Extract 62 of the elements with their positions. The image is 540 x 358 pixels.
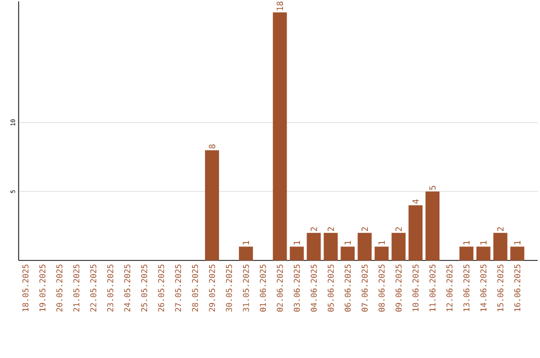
x-tick-label: 10.06.2025 <box>412 264 419 312</box>
data-label: 2 <box>497 227 504 231</box>
bar <box>205 150 220 260</box>
bar <box>272 12 287 260</box>
x-tick-label: 16.06.2025 <box>514 264 520 312</box>
x-tick-label: 28.05.2025 <box>192 264 198 312</box>
data-label: 5 <box>429 186 436 190</box>
x-tick-label: 19.05.2025 <box>39 264 46 312</box>
bar <box>340 246 355 260</box>
bar <box>493 232 508 260</box>
bar <box>306 232 321 260</box>
x-tick-label: 12.06.2025 <box>446 264 452 312</box>
data-label: 1 <box>344 240 351 244</box>
x-tick-label: 11.06.2025 <box>429 264 436 312</box>
bar <box>476 246 490 260</box>
x-tick-label: 25.05.2025 <box>141 264 148 312</box>
x-tick-label: 30.05.2025 <box>226 264 232 312</box>
x-tick-label: 26.05.2025 <box>158 264 164 312</box>
x-tick-label: 29.05.2025 <box>208 264 216 312</box>
bar <box>324 232 338 260</box>
data-label: 2 <box>310 227 317 231</box>
bar <box>358 232 372 260</box>
x-tick-label: 07.06.2025 <box>362 264 368 312</box>
x-tick-label: 23.05.2025 <box>107 264 114 312</box>
data-label: 1 <box>463 240 470 244</box>
x-tick-label: 20.05.2025 <box>56 264 62 312</box>
data-label: 1 <box>294 240 300 244</box>
bar <box>459 246 474 260</box>
x-tick-label: 06.06.2025 <box>344 264 351 312</box>
x-tick-label: 05.06.2025 <box>328 264 334 312</box>
bar <box>426 191 440 260</box>
data-label: 2 <box>362 227 368 231</box>
x-tick-label: 08.06.2025 <box>378 264 385 312</box>
x-tick-label: 03.06.2025 <box>294 264 300 312</box>
x-tick-label: 02.06.2025 <box>276 264 283 312</box>
bar <box>408 205 423 260</box>
x-tick-label: 09.06.2025 <box>396 264 402 312</box>
bar <box>510 246 524 260</box>
x-tick-label: 13.06.2025 <box>463 264 470 312</box>
bar <box>290 246 304 260</box>
x-tick-label: 27.05.2025 <box>175 264 182 312</box>
data-label: 2 <box>328 227 334 231</box>
x-tick-label: 24.05.2025 <box>124 264 130 312</box>
x-tick-label: 18.05.2025 <box>22 264 28 312</box>
data-label: 1 <box>514 240 520 244</box>
data-label: 1 <box>378 240 385 244</box>
x-tick-label: 01.06.2025 <box>260 264 266 312</box>
x-tick-label: 15.06.2025 <box>497 264 504 312</box>
x-tick-label: 22.05.2025 <box>90 264 96 312</box>
data-label: 1 <box>242 240 250 244</box>
x-tick-label: 21.05.2025 <box>73 264 80 312</box>
x-tick-label: 14.06.2025 <box>480 264 486 312</box>
data-label: 1 <box>480 240 486 244</box>
bar <box>238 246 253 260</box>
data-label: 4 <box>412 199 419 204</box>
bar <box>392 232 406 260</box>
data-label: 2 <box>395 227 402 231</box>
data-label: 8 <box>208 144 216 148</box>
x-tick-label: 31.05.2025 <box>242 264 249 312</box>
data-label: 18 <box>276 1 284 10</box>
x-tick-label: 04.06.2025 <box>310 264 317 312</box>
bar <box>374 246 389 260</box>
